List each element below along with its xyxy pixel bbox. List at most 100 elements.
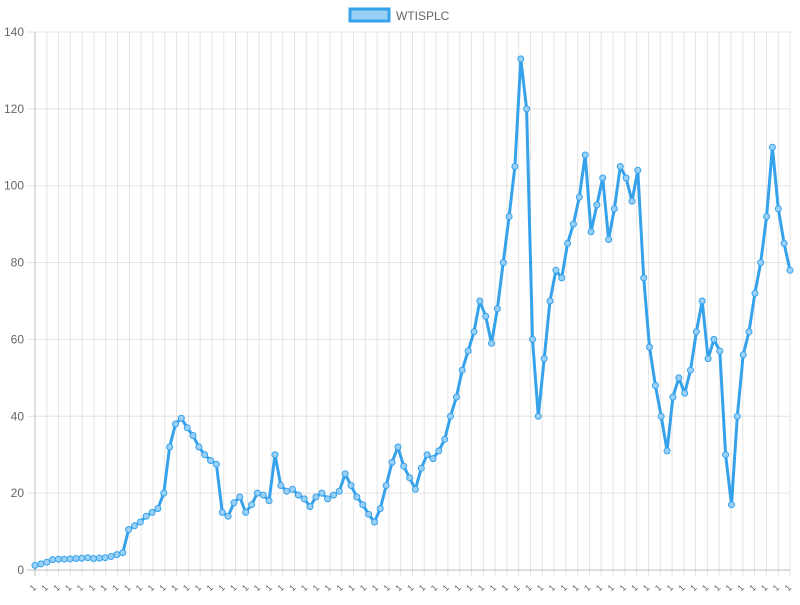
x-tick-label: 1 [499,583,510,594]
vertical-gridlines [34,32,791,576]
x-tick-label: 1 [169,583,180,594]
data-point [616,163,624,170]
x-tick-label: 1 [676,583,687,594]
data-point [534,412,542,420]
x-tick-label: 1 [653,583,664,594]
x-tick-label: 1 [240,583,251,594]
horizontal-gridlines [27,31,790,571]
data-point [716,347,724,355]
data-point [523,105,531,113]
data-point [640,274,648,282]
y-tick-label: 20 [11,486,25,500]
data-point [54,555,62,563]
data-point [136,518,144,526]
data-point [160,489,168,497]
data-point [154,505,162,512]
x-tick-label: 1 [205,583,216,594]
data-point [546,297,554,305]
data-point [704,355,712,363]
data-point [376,505,384,512]
x-tick-label: 1 [311,583,322,594]
legend-swatch-wtisplc[interactable] [348,7,391,23]
data-point [189,432,197,439]
x-tick-label: 1 [75,583,86,594]
data-point [511,163,519,170]
x-tick-label: 1 [759,583,770,594]
data-point [675,374,683,382]
data-point [710,335,718,343]
data-point [341,470,349,478]
data-point [148,508,156,516]
x-tick-label: 1 [216,583,227,594]
data-point [441,435,449,443]
data-point [751,289,759,297]
x-tick-label: 1 [122,583,133,594]
x-tick-label: 1 [558,583,569,594]
data-point [499,259,507,267]
data-point [283,487,291,495]
x-tick-label: 1 [28,583,39,594]
data-point [119,549,127,557]
x-tick-label: 1 [63,583,74,594]
data-point [476,297,484,305]
data-point [218,508,226,516]
legend-label-wtisplc[interactable]: WTISPLC [396,9,450,23]
x-tick-label: 1 [393,583,404,594]
data-point [634,166,642,174]
x-tick-label: 1 [641,583,652,594]
x-tick-label: 1 [370,583,381,594]
data-point [681,389,689,397]
data-point [90,555,97,562]
x-tick-label: 1 [476,583,487,594]
data-point [353,493,361,501]
x-tick-label: 1 [688,583,699,594]
x-tick-label: 1 [606,583,617,594]
x-tick-label: 1 [87,583,98,594]
x-tick-label: 1 [334,583,345,594]
legend[interactable]: WTISPLC [348,7,450,23]
y-tick-label: 0 [17,563,24,577]
data-point [66,555,74,563]
x-tick-label: 1 [275,583,286,594]
data-point [107,553,115,560]
data-point [406,474,414,482]
x-tick-label: 1 [594,583,605,594]
data-point [271,451,279,459]
data-point [651,382,659,389]
data-point [493,305,501,313]
data-point [113,551,121,559]
y-tick-label: 120 [4,102,24,116]
x-tick-label: 1 [452,583,463,594]
x-tick-label: 1 [735,583,746,594]
x-tick-label: 1 [783,583,794,594]
x-tick-label: 1 [511,583,522,594]
data-point [558,274,566,282]
data-point [757,259,765,267]
y-axis-tick-labels: 0 20 40 60 80 100 120 140 [4,25,24,577]
x-tick-label: 1 [228,583,239,594]
data-point [575,193,583,201]
data-point [745,328,753,336]
data-point [172,420,179,428]
data-point [464,347,472,355]
data-point [207,457,215,464]
data-point [482,312,490,320]
data-point [125,526,133,534]
x-tick-label: 1 [381,583,392,594]
data-point [400,462,408,470]
data-point [43,558,51,566]
data-point [394,443,402,451]
x-tick-label: 1 [582,583,593,594]
data-point [564,239,572,247]
series-wtisplc [31,55,794,569]
data-point [768,143,776,151]
data-point [605,236,613,243]
data-point [382,482,390,489]
data-point [417,464,425,472]
data-point [95,554,103,562]
data-point [335,487,343,495]
x-tick-label: 1 [39,583,50,594]
data-point [265,497,273,505]
x-tick-label: 1 [570,583,581,594]
